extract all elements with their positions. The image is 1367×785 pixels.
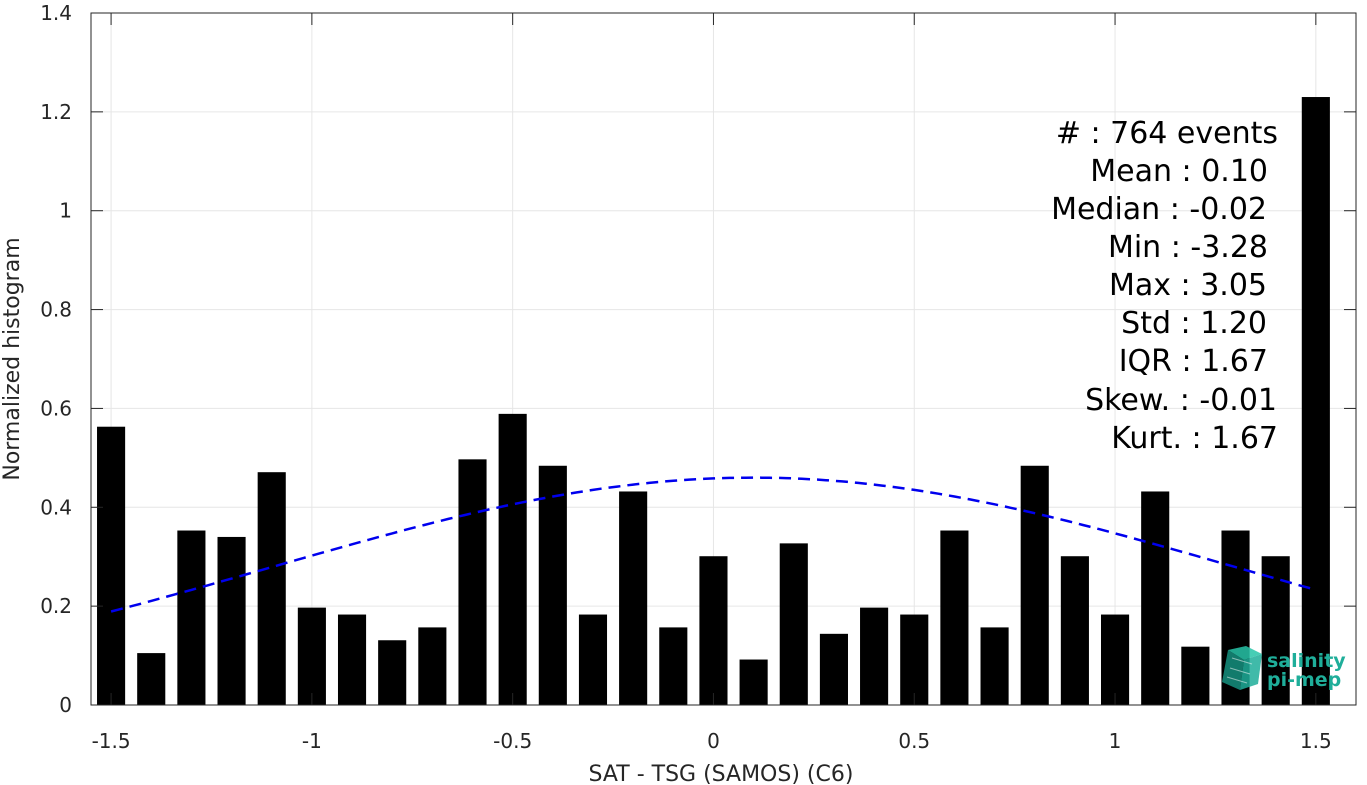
logo-text-pi-mep: pi-mep (1267, 669, 1341, 691)
histogram-bar (1060, 556, 1089, 705)
y-tick-label: 1.4 (40, 1, 72, 25)
cube-icon (1222, 646, 1262, 690)
y-tick-label: 0.8 (40, 298, 72, 322)
plot-frame (90, 12, 1357, 706)
histogram-bar (900, 614, 929, 705)
histogram-bar (1181, 646, 1210, 705)
stat-median: Median : -0.02 (1051, 192, 1267, 227)
histogram-bar (819, 633, 848, 705)
histogram-bar (1100, 614, 1130, 705)
y-tick-labels: 0 0.2 0.4 0.6 0.8 1 1.2 1.4 (40, 1, 72, 717)
histogram-bars (97, 97, 1330, 706)
y-axis-title: Normalized histogram (0, 237, 25, 480)
histogram-bar (1141, 491, 1170, 705)
x-tick-labels: -1.5 -1 -0.5 0 0.5 1 1.5 (92, 729, 1332, 753)
y-tick-label: 0.2 (40, 594, 72, 618)
axis-ticks (91, 12, 1356, 706)
histogram-bar (217, 536, 246, 705)
histogram-bar (1301, 97, 1330, 706)
stat-mean: Mean : 0.10 (1090, 154, 1268, 189)
stat-skew: Skew. : -0.01 (1085, 383, 1277, 418)
histogram-bar (418, 627, 447, 705)
stats-box: # : 764 events Mean : 0.10 Median : -0.0… (1051, 116, 1278, 456)
y-tick-label: 0.4 (40, 495, 72, 519)
histogram-bar (378, 640, 407, 705)
histogram-bar (739, 659, 768, 705)
y-tick-label: 1.2 (40, 100, 72, 124)
histogram-bar (980, 627, 1009, 705)
histogram-bar (297, 607, 326, 705)
histogram-bar (659, 627, 688, 705)
histogram-bar (860, 607, 889, 705)
x-tick-label: -1 (302, 729, 322, 753)
histogram-bar (337, 614, 367, 705)
histogram-bar (97, 426, 126, 705)
histogram-bar (699, 556, 728, 705)
stat-max: Max : 3.05 (1109, 268, 1267, 303)
x-tick-label: 0 (707, 729, 720, 753)
y-tick-label: 0 (59, 693, 72, 717)
salinity-pi-mep-logo: salinity pi-mep (1222, 646, 1346, 691)
x-tick-label: 1.5 (1300, 729, 1332, 753)
x-tick-label: -1.5 (92, 729, 131, 753)
grid-lines (91, 13, 1356, 705)
x-tick-label: 0.5 (898, 729, 930, 753)
stat-min: Min : -3.28 (1108, 230, 1268, 265)
histogram-bar (619, 491, 648, 705)
histogram-bar (578, 614, 608, 705)
histogram-bar (538, 465, 567, 705)
stat-kurt: Kurt. : 1.67 (1111, 421, 1278, 456)
normal-fit-curve (110, 476, 1317, 613)
histogram-bar (458, 459, 487, 705)
x-axis-title: SAT - TSG (SAMOS) (C6) (589, 762, 854, 785)
y-tick-label: 0.6 (40, 396, 72, 420)
x-tick-label: 1 (1109, 729, 1122, 753)
histogram-bar (498, 413, 527, 705)
histogram-bar (137, 653, 166, 705)
histogram-bar (940, 530, 969, 705)
y-tick-label: 1 (59, 199, 72, 223)
x-tick-label: -0.5 (493, 729, 532, 753)
stat-std: Std : 1.20 (1121, 306, 1267, 341)
logo-text-salinity: salinity (1267, 650, 1346, 672)
stat-count: # : 764 events (1056, 116, 1278, 151)
histogram-bar (257, 472, 286, 705)
stat-iqr: IQR : 1.67 (1119, 344, 1268, 379)
histogram-bar (779, 543, 808, 705)
histogram-bar (1020, 465, 1049, 705)
histogram-bar (177, 530, 206, 705)
